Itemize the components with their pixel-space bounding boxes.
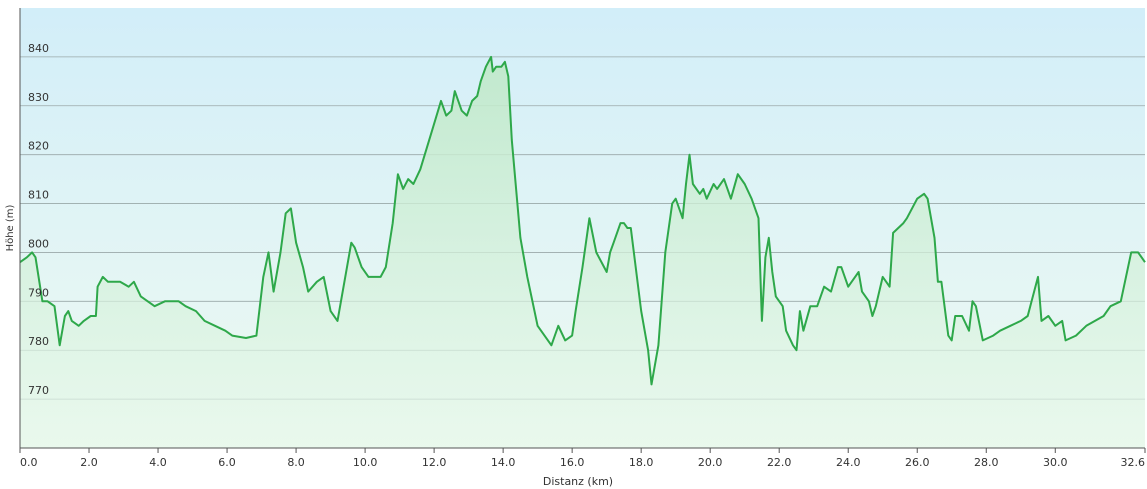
area-fill: [20, 56, 1145, 449]
x-tick-label: 18.0: [629, 456, 654, 469]
x-tick-label: 26.0: [905, 456, 930, 469]
plot: [19, 55, 1146, 449]
y-tick-label: 770: [28, 384, 49, 397]
y-axis-title: Höhe (m): [5, 204, 16, 251]
x-tick-label: 30.0: [1043, 456, 1068, 469]
x-tick-label: 24.0: [836, 456, 861, 469]
x-tick-label: 32.6: [1121, 456, 1146, 469]
x-tick-label: 0.0: [20, 456, 38, 469]
x-tick-label: 14.0: [491, 456, 516, 469]
x-tick-label: 28.0: [974, 456, 999, 469]
x-tick-label: 8.0: [287, 456, 305, 469]
x-tick-label: 16.0: [560, 456, 585, 469]
x-tick-label: 10.0: [353, 456, 378, 469]
y-tick-label: 780: [28, 335, 49, 348]
y-tick-label: 830: [28, 91, 49, 104]
y-tick-label: 800: [28, 237, 49, 250]
y-tick-label: 790: [28, 286, 49, 299]
x-tick-label: 20.0: [698, 456, 723, 469]
x-tick-label: 12.0: [422, 456, 447, 469]
x-tick-label: 22.0: [767, 456, 792, 469]
y-tick-label: 820: [28, 140, 49, 153]
x-axis-title: Distanz (km): [543, 475, 613, 488]
x-tick-label: 2.0: [80, 456, 98, 469]
x-tick-label: 4.0: [149, 456, 167, 469]
x-tick-label: 6.0: [218, 456, 236, 469]
y-tick-label: 840: [28, 42, 49, 55]
y-tick-label: 810: [28, 189, 49, 202]
elevation-line: [19, 55, 1146, 386]
